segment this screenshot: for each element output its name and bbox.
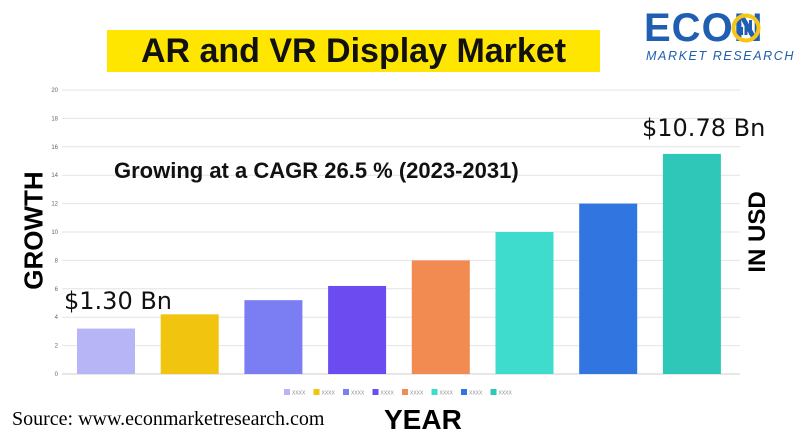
y-tick-label: 20 (51, 88, 58, 94)
legend-swatch (431, 389, 438, 395)
logo-chart-icon (731, 13, 761, 43)
legend-label: XXXX (499, 391, 513, 397)
bar (77, 328, 135, 374)
chart-subtitle: Growing at a CAGR 26.5 % (2023-2031) (114, 158, 519, 183)
legend-label: XXXX (410, 391, 424, 397)
chart-title: AR and VR Display Market (140, 31, 567, 70)
annotation-last-value: $10.78 Bn (642, 114, 766, 142)
legend-swatch (313, 389, 320, 395)
y-tick-label: 10 (51, 230, 58, 236)
bar (328, 285, 387, 374)
legend-swatch (372, 389, 379, 395)
legend-swatch (284, 389, 290, 395)
legend-label: XXXX (322, 391, 336, 397)
legend-swatch (343, 389, 349, 395)
bar (495, 232, 554, 374)
bar (579, 203, 638, 374)
y-tick-label: 16 (51, 145, 58, 151)
bar (411, 260, 470, 374)
bar (662, 153, 721, 374)
bar (160, 314, 219, 374)
y-tick-label: 14 (51, 173, 58, 179)
legend-label: XXXX (381, 391, 395, 397)
y-tick-label: 4 (55, 315, 59, 321)
y-tick-label: 8 (55, 258, 59, 264)
logo-tagline: MARKET RESEARCH (646, 49, 796, 63)
legend-swatch (490, 389, 497, 395)
legend-label: XXXX (440, 391, 454, 397)
x-axis-label: YEAR (384, 404, 462, 435)
bar (244, 300, 303, 374)
legend-label: XXXX (292, 391, 306, 397)
source-text: Source: www.econmarketresearch.com (12, 408, 325, 430)
y-axis-unit-label: IN USD (744, 191, 771, 273)
y-tick-label: 18 (51, 116, 58, 122)
annotation-first-value: $1.30 Bn (64, 287, 173, 315)
y-tick-label: 2 (55, 344, 59, 350)
y-tick-label: 12 (51, 202, 58, 208)
legend-swatch (461, 389, 467, 395)
legend-label: XXXX (469, 391, 483, 397)
y-axis-label: GROWTH (18, 171, 49, 290)
y-tick-label: 6 (55, 287, 59, 293)
econ-logo: ECON MARKET RESEARCH (640, 6, 793, 66)
y-tick-label: 0 (55, 372, 59, 378)
title-banner: AR and VR Display Market (107, 30, 600, 72)
legend-swatch (402, 389, 408, 395)
legend-label: XXXX (351, 391, 365, 397)
